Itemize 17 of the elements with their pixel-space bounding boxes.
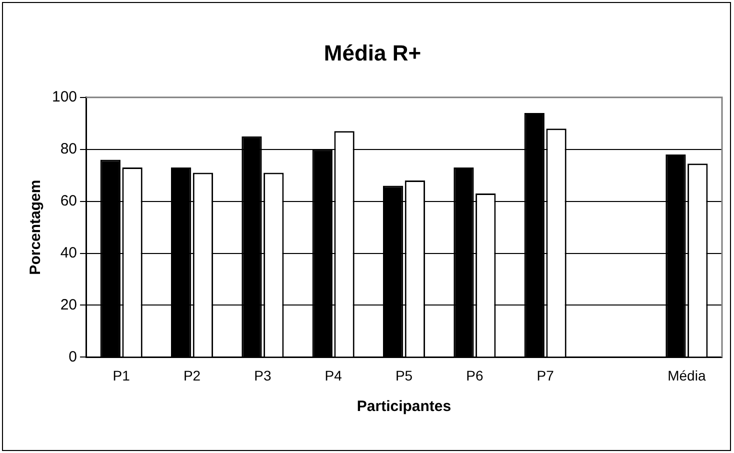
y-tick-label: 80 [60, 140, 78, 158]
y-tick-label: 60 [60, 192, 78, 210]
y-tick-label: 40 [60, 244, 78, 262]
y-tick-label: 0 [68, 348, 78, 366]
x-tick-label: P6 [466, 367, 484, 384]
y-tick-label: 100 [52, 88, 78, 106]
x-tick-label: P4 [324, 367, 342, 384]
x-tick-label: P7 [536, 367, 554, 384]
y-axis-title: Porcentagem [27, 180, 44, 275]
y-tick-label: 20 [60, 296, 78, 314]
x-axis-title: Participantes [356, 398, 452, 416]
x-tick-label: P2 [183, 367, 201, 384]
x-tick-label: P3 [254, 367, 272, 384]
x-tick-label: P5 [395, 367, 413, 384]
x-tick-label: P1 [112, 367, 130, 384]
x-tick-label: Média [668, 367, 706, 384]
chart-title: Média R+ [324, 40, 422, 66]
